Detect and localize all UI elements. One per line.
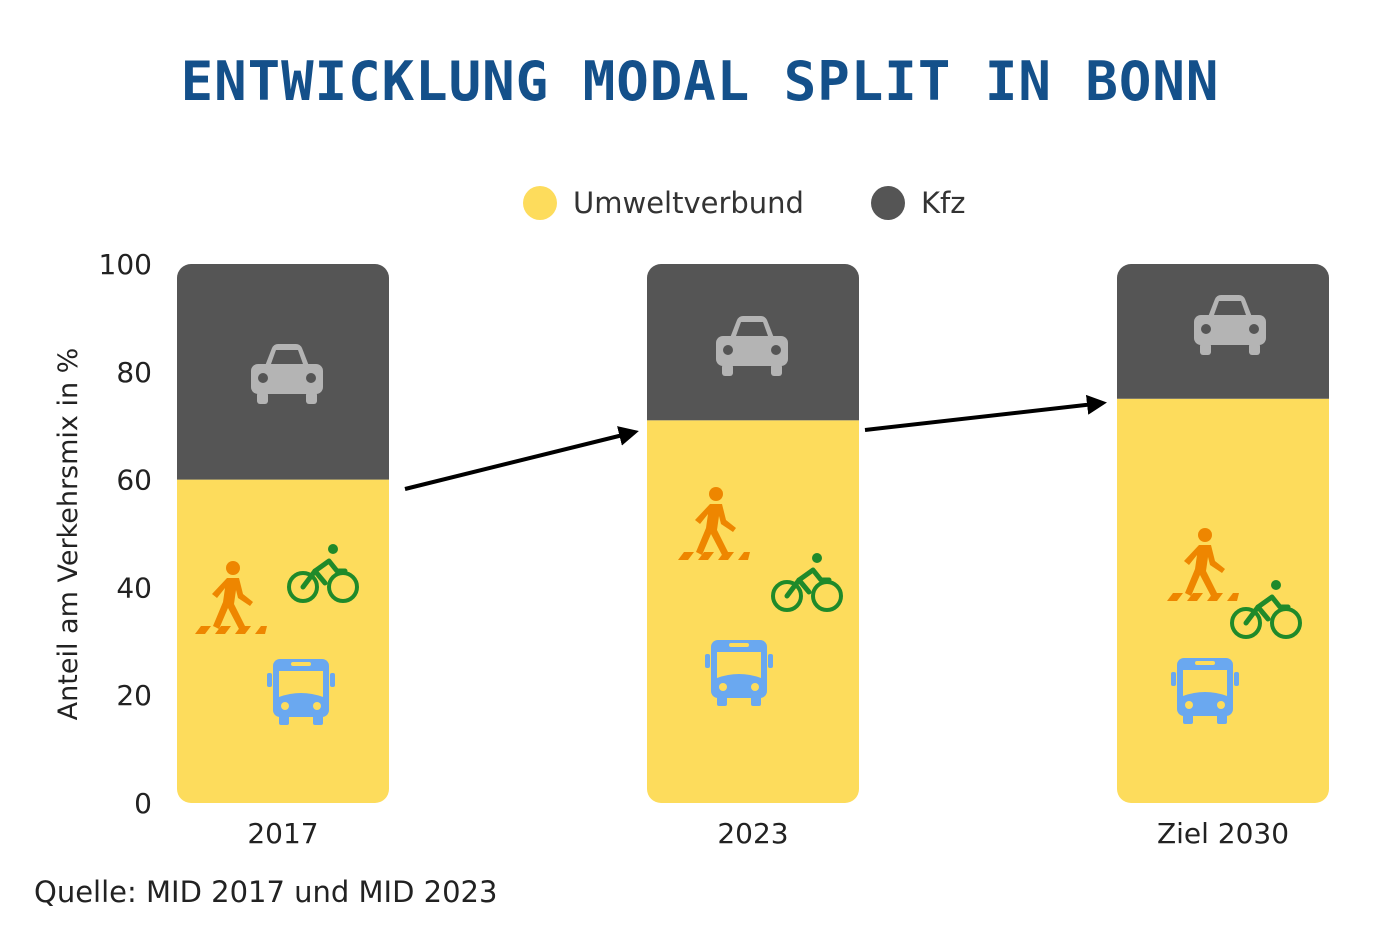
legend-swatch-0 — [523, 186, 557, 220]
x-tick-2: Ziel 2030 — [1157, 817, 1289, 850]
trend-arrow-1 — [864, 394, 1107, 432]
legend-swatch-1 — [871, 186, 905, 220]
x-tick-0: 2017 — [247, 817, 318, 850]
trend-arrow-0 — [404, 426, 639, 491]
bar-group-1 — [647, 264, 859, 803]
car-icon — [251, 344, 323, 404]
bus-icon — [1171, 658, 1239, 724]
car-icon — [1194, 295, 1266, 355]
bars — [177, 264, 1329, 803]
y-tick-40: 40 — [116, 571, 152, 604]
x-tick-1: 2023 — [717, 817, 788, 850]
bus-icon — [705, 640, 773, 706]
bar-umweltverbund-2 — [1117, 398, 1329, 803]
y-tick-100: 100 — [99, 248, 152, 281]
x-axis-labels: 2017 2023 Ziel 2030 — [247, 817, 1289, 850]
legend-label-0: Umweltverbund — [573, 186, 804, 220]
bar-umweltverbund-0 — [177, 479, 389, 803]
bus-icon — [267, 659, 335, 725]
y-tick-60: 60 — [116, 464, 152, 497]
legend-label-1: Kfz — [921, 186, 965, 220]
legend: Umweltverbund Kfz — [523, 186, 965, 220]
y-axis-ticks: 0 20 40 60 80 100 — [99, 248, 152, 820]
bicycle-icon — [287, 544, 359, 603]
pedestrian-icon — [195, 561, 267, 634]
bicycle-icon — [1230, 580, 1302, 639]
chart-title: ENTWICKLUNG MODAL SPLIT IN BONN — [181, 50, 1220, 113]
bicycle-icon — [771, 553, 843, 612]
trend-arrows — [404, 394, 1107, 491]
y-tick-20: 20 — [116, 679, 152, 712]
pedestrian-icon — [678, 487, 750, 560]
y-tick-80: 80 — [116, 356, 152, 389]
y-tick-0: 0 — [134, 787, 152, 820]
icons — [195, 295, 1302, 725]
pedestrian-icon — [1167, 528, 1239, 601]
y-axis-label: Anteil am Verkehrsmix in % — [53, 348, 84, 721]
car-icon — [716, 316, 788, 376]
source-note: Quelle: MID 2017 und MID 2023 — [34, 875, 497, 909]
bar-umweltverbund-1 — [647, 420, 859, 803]
